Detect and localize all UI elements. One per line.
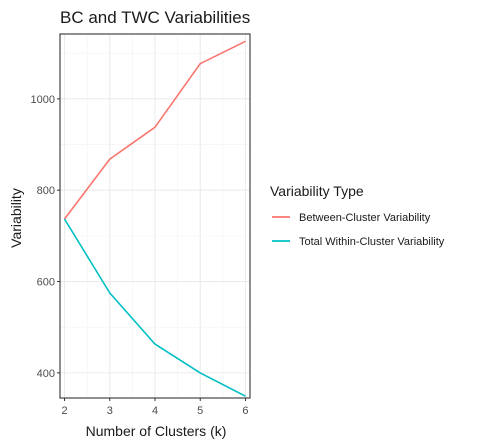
legend: Variability Type Between-Cluster Variabi…	[270, 183, 445, 248]
y-tick-label: 600	[37, 277, 55, 289]
x-axis-title: Number of Clusters (k)	[86, 423, 227, 439]
y-tick-label: 1000	[31, 94, 55, 106]
series-line-1	[63, 40, 246, 220]
legend-title: Variability Type	[270, 183, 364, 199]
series-line-2	[63, 218, 246, 397]
x-tick-label: 5	[197, 405, 203, 417]
grid	[60, 34, 250, 398]
x-tick-label: 3	[107, 405, 113, 417]
legend-label-1: Between-Cluster Variability	[299, 212, 431, 224]
x-tick-label: 4	[152, 405, 158, 417]
legend-label-2: Total Within-Cluster Variability	[299, 236, 445, 248]
x-tick-label: 2	[61, 405, 67, 417]
series-lines	[63, 40, 246, 397]
y-tick-label: 400	[37, 368, 55, 380]
x-tick-label: 6	[242, 405, 248, 417]
y-tick-label: 800	[37, 185, 55, 197]
axis-ticks: 2 3 4 5 6 400 600 800 1000	[31, 94, 249, 417]
chart-title: BC and TWC Variabilities	[60, 8, 250, 27]
y-axis-title: Variability	[8, 188, 24, 248]
